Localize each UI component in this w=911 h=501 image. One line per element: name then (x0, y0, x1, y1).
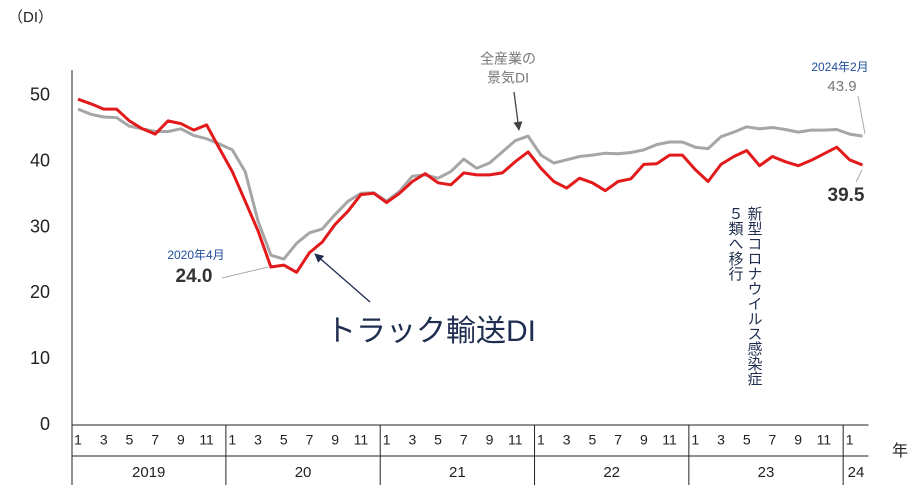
x-tick-label: 7 (614, 432, 622, 448)
x-tick-label: 11 (354, 432, 369, 448)
x-tick-label: 3 (254, 432, 262, 448)
annotation: 2020年4月 (167, 248, 224, 262)
annotation: 全産業の (480, 51, 536, 67)
year-label: 20 (295, 464, 312, 481)
arrow (513, 91, 523, 131)
x-tick-label: 3 (100, 432, 108, 448)
x-tick-label: 9 (640, 432, 648, 448)
series-label: トラック輸送DI (326, 315, 536, 348)
y-tick-label: 0 (40, 414, 50, 434)
x-tick-label: 11 (817, 432, 832, 448)
year-label: 24 (848, 464, 865, 481)
arrow (314, 253, 371, 303)
x-tick-label: 11 (508, 432, 523, 448)
x-tick-label: 1 (537, 432, 545, 448)
annotation: 43.9 (827, 78, 856, 95)
x-tick-label: 1 (691, 432, 699, 448)
annotation: ５類へ移行 (727, 206, 744, 282)
x-tick-label: 1 (846, 432, 854, 448)
year-label: 22 (603, 464, 620, 481)
x-tick-label: 5 (743, 432, 751, 448)
annotation: 24.0 (176, 266, 213, 287)
x-tick-label: 9 (331, 432, 339, 448)
leader-line (221, 266, 269, 279)
x-tick-label: 7 (460, 432, 468, 448)
x-tick-label: 1 (383, 432, 391, 448)
y-tick-label: 10 (30, 348, 50, 368)
year-label: 21 (449, 464, 466, 481)
annotation: 39.5 (828, 185, 865, 206)
y-axis-label: （DI） (8, 9, 53, 26)
x-tick-label: 5 (589, 432, 597, 448)
series-line (77, 107, 863, 261)
series-line (77, 97, 864, 274)
x-tick-label: 11 (199, 432, 214, 448)
x-tick-label: 7 (306, 432, 314, 448)
x-tick-label: 7 (769, 432, 777, 448)
x-tick-label: 3 (717, 432, 725, 448)
x-tick-label: 3 (563, 432, 571, 448)
y-tick-label: 30 (30, 216, 50, 236)
x-tick-label: 1 (228, 432, 236, 448)
x-tick-label: 5 (280, 432, 288, 448)
x-unit: 年 (892, 442, 908, 460)
annotation: 2024年2月 (811, 60, 868, 74)
x-tick-label: 11 (662, 432, 677, 448)
y-tick-label: 40 (30, 150, 50, 170)
leader-line (857, 95, 866, 135)
x-tick-label: 5 (126, 432, 134, 448)
leader-line (855, 169, 863, 183)
x-tick-label: 1 (74, 432, 82, 448)
x-tick-label: 5 (434, 432, 442, 448)
x-tick-label: 9 (177, 432, 185, 448)
x-tick-label: 9 (794, 432, 802, 448)
year-label: 23 (758, 464, 775, 481)
y-tick-label: 20 (30, 282, 50, 302)
y-tick-label: 50 (30, 85, 50, 105)
year-label: 2019 (132, 464, 165, 481)
annotation: 新型コロナウイルス感染症 (746, 206, 763, 386)
x-tick-label: 3 (408, 432, 416, 448)
x-tick-label: 9 (486, 432, 494, 448)
x-tick-label: 7 (151, 432, 159, 448)
annotation: 景気DI (487, 70, 529, 86)
